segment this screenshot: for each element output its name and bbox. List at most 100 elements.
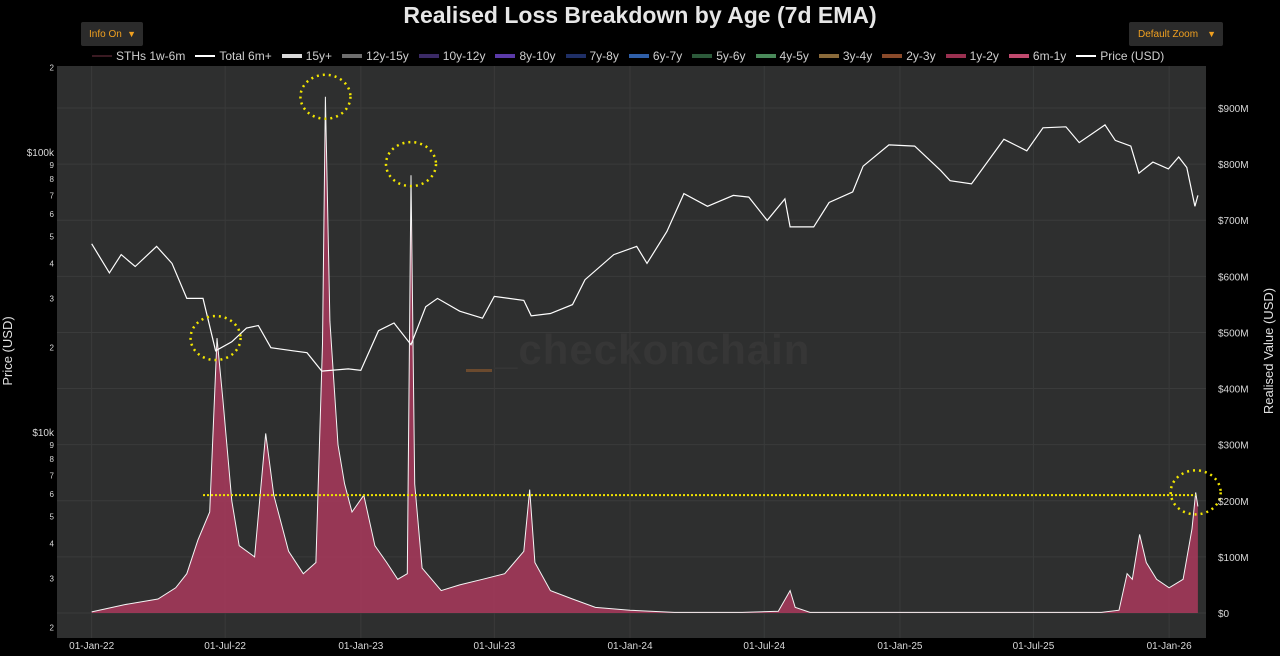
legend-label: 12y-15y	[366, 49, 409, 63]
legend-label: 10y-12y	[442, 49, 486, 63]
y-right-axis-label: Realised Value (USD)	[1261, 288, 1276, 414]
legend-label: 1y-2y	[969, 49, 999, 63]
y-left-minor-tick: 2	[50, 64, 55, 73]
legend-item[interactable]: 2y-3y	[882, 49, 936, 63]
info-toggle-label: Info On	[89, 28, 122, 40]
y-right-tick: $800M	[1218, 160, 1249, 171]
axes: $900M $800M $700M $600M $500M $400M $300M $200M…	[0, 64, 1276, 652]
legend-item[interactable]: 1y-2y	[945, 49, 999, 63]
watermark: _checkonchain	[494, 326, 811, 373]
x-axis-tick: 01-Jan-26	[1147, 641, 1192, 652]
y-right-tick: $300M	[1218, 441, 1249, 452]
x-axis-tick: 01-Jan-22	[69, 641, 114, 652]
legend-item[interactable]: Price (USD)	[1076, 49, 1164, 63]
y-left-minor-tick: 5	[50, 512, 55, 521]
legend-swatch	[882, 54, 903, 58]
legend-swatch	[195, 55, 216, 57]
legend-item[interactable]: STHs 1w-6m	[92, 49, 185, 63]
y-left-minor-tick: 3	[50, 574, 55, 583]
legend-swatch	[628, 54, 649, 58]
y-right-tick: $700M	[1218, 216, 1249, 227]
legend-item[interactable]: Total 6m+	[195, 49, 272, 63]
legend-swatch	[692, 54, 713, 58]
plot-background	[57, 66, 1206, 638]
x-axis-tick: 01-Jul-24	[743, 641, 785, 652]
legend-label: 6y-7y	[652, 49, 683, 63]
legend-label: STHs 1w-6m	[116, 49, 186, 63]
annotation-circle	[189, 314, 242, 362]
y-right-tick: $500M	[1218, 328, 1249, 339]
legend-item[interactable]: 5y-6y	[692, 49, 746, 63]
y-left-minor-tick: 5	[50, 232, 55, 241]
price-line-group	[91, 124, 1199, 372]
legend-swatch	[281, 54, 302, 58]
legend-swatch	[495, 54, 516, 58]
y-left-tick: $100k	[27, 148, 55, 159]
y-left-minor-tick: 4	[50, 259, 55, 268]
zoom-select-button[interactable]: Default Zoom ▼	[1129, 22, 1223, 46]
loss-areas	[91, 96, 1199, 614]
legend-item[interactable]: 7y-8y	[565, 49, 619, 63]
legend-swatch	[565, 54, 586, 58]
legend-item[interactable]: 10y-12y	[418, 49, 486, 63]
y-left-minor-tick: 9	[50, 161, 55, 170]
legend-label: 3y-4y	[842, 49, 873, 63]
legend-item[interactable]: 3y-4y	[818, 49, 873, 63]
legend-swatch	[945, 54, 966, 58]
price-line	[91, 124, 1199, 372]
y-left-minor-tick: 3	[50, 294, 55, 303]
legend-item[interactable]: 6m-1y	[1008, 49, 1067, 63]
annotation-circle	[384, 140, 438, 188]
y-right-tick: $600M	[1218, 272, 1249, 283]
legend-swatch	[418, 54, 439, 58]
legend-label: 7y-8y	[589, 49, 619, 63]
legend-label: 4y-5y	[779, 49, 809, 63]
y-left-minor-tick: 2	[50, 344, 55, 353]
legend-label: Total 6m+	[219, 49, 272, 63]
x-axis-tick: 01-Jan-25	[877, 641, 922, 652]
watermark-dash	[466, 369, 492, 372]
legend-item[interactable]: 4y-5y	[755, 49, 809, 63]
total-6m-plus-line	[91, 96, 1199, 613]
x-axis-tick: 01-Jan-24	[608, 641, 653, 652]
zoom-select-label: Default Zoom	[1138, 28, 1199, 40]
y-left-minor-tick: 2	[50, 624, 55, 633]
legend-item[interactable]: 6y-7y	[628, 49, 683, 63]
y-left-minor-tick: 8	[50, 175, 55, 184]
y-left-minor-tick: 6	[50, 210, 55, 219]
x-axis-tick: 01-Jul-22	[204, 641, 246, 652]
legend-swatch	[92, 55, 112, 57]
legend-label: 15y+	[305, 49, 333, 63]
y-left-minor-tick: 7	[50, 191, 55, 200]
annotations	[189, 73, 1222, 516]
y-right-tick: $400M	[1218, 385, 1249, 396]
y-right-tick: $200M	[1218, 497, 1249, 508]
info-toggle-button[interactable]: Info On ▼	[81, 22, 143, 46]
y-left-tick: $10k	[32, 428, 55, 439]
annotation-circle	[299, 73, 352, 121]
y-right-tick: $100M	[1218, 553, 1249, 564]
chart-title: Realised Loss Breakdown by Age (7d EMA)	[403, 2, 877, 28]
legend-item[interactable]: 12y-15y	[342, 49, 409, 63]
y-left-minor-tick: 9	[50, 441, 55, 450]
y-right-tick: $0	[1218, 609, 1230, 620]
legend-label: 6m-1y	[1032, 49, 1067, 63]
y-left-minor-tick: 7	[50, 471, 55, 480]
y-left-axis-label: Price (USD)	[0, 316, 15, 385]
legend-swatch	[342, 54, 363, 58]
legend-item[interactable]: 15y+	[281, 49, 333, 63]
legend-label: 2y-3y	[906, 49, 936, 63]
y-left-minor-tick: 6	[50, 490, 55, 499]
x-axis-tick: 01-Jul-25	[1013, 641, 1055, 652]
legend-label: 5y-6y	[716, 49, 746, 63]
caret-down-icon: ▼	[1207, 29, 1216, 39]
legend-item[interactable]: 8y-10y	[495, 49, 556, 63]
area-6m-1y	[91, 96, 1198, 614]
y-right-tick: $900M	[1218, 104, 1249, 115]
chart-legend: STHs 1w-6m Total 6m+ 15y+ 12y-15y 10y-12y 8y-…	[92, 48, 1174, 64]
legend-swatch	[755, 54, 776, 58]
caret-down-icon: ▼	[127, 29, 136, 39]
y-left-minor-tick: 4	[50, 539, 55, 548]
legend-swatch	[818, 54, 839, 58]
